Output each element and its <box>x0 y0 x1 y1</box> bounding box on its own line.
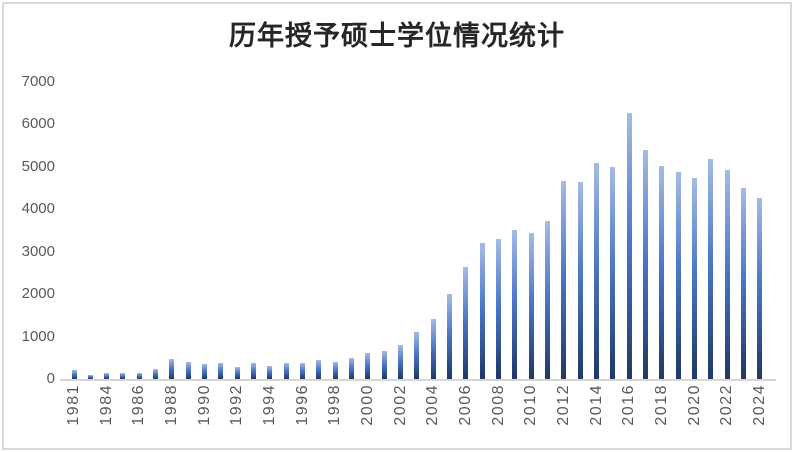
x-axis-line <box>60 379 776 381</box>
bar-2004 <box>431 319 436 379</box>
x-tick-label: 2016 <box>620 384 637 426</box>
bar-2009 <box>512 230 517 379</box>
bar-2003 <box>414 332 419 379</box>
bar-2019 <box>676 172 681 379</box>
bar-2010 <box>529 233 534 379</box>
bar-1983 <box>88 375 93 379</box>
bar-2024 <box>757 198 762 379</box>
x-tick-label: 1984 <box>98 384 115 426</box>
bar-1989 <box>186 362 191 379</box>
bar-2017 <box>643 150 648 379</box>
bar-1981 <box>72 370 77 379</box>
bar-2014 <box>594 163 599 379</box>
bar-2007 <box>480 243 485 379</box>
bar-2013 <box>578 182 583 379</box>
x-tick-label: 2014 <box>588 384 605 426</box>
x-tick-label: 1986 <box>130 384 147 426</box>
x-tick-label: 2010 <box>522 384 539 426</box>
x-tick-label: 1992 <box>228 384 245 426</box>
bar-1993 <box>251 363 256 379</box>
bar-2008 <box>496 239 501 379</box>
bar-1990 <box>202 364 207 379</box>
chart-title: 历年授予硕士学位情况统计 <box>229 21 565 52</box>
bar-2011 <box>545 221 550 379</box>
bar-2023 <box>741 188 746 379</box>
bar-1992 <box>235 367 240 379</box>
x-tick-label: 1990 <box>196 384 213 426</box>
y-tick-label: 4000 <box>21 200 55 218</box>
bar-2018 <box>659 166 664 379</box>
x-tick-label: 2022 <box>718 384 735 426</box>
bar-1999 <box>349 358 354 379</box>
x-tick-label: 2000 <box>359 384 376 426</box>
bar-1988 <box>169 359 174 379</box>
bar-2020 <box>692 178 697 379</box>
x-tick-label: 1988 <box>163 384 180 426</box>
x-tick-label: 2006 <box>457 384 474 426</box>
bar-1986 <box>137 373 142 379</box>
x-tick-label: 2012 <box>555 384 572 426</box>
bar-2015 <box>610 167 615 379</box>
bar-1995 <box>284 363 289 379</box>
x-tick-label: 1981 <box>65 384 82 426</box>
bar-2016 <box>627 113 632 379</box>
bar-2012 <box>561 181 566 379</box>
bar-2021 <box>708 159 713 379</box>
y-tick-label: 6000 <box>21 115 55 133</box>
y-tick-label: 2000 <box>21 285 55 303</box>
bar-1991 <box>218 363 223 379</box>
bar-2006 <box>463 267 468 379</box>
x-tick-label: 2018 <box>653 384 670 426</box>
bar-2001 <box>382 351 387 379</box>
bar-2000 <box>365 353 370 379</box>
bar-2022 <box>725 170 730 379</box>
x-tick-label: 1994 <box>261 384 278 426</box>
bar-1996 <box>300 363 305 379</box>
bar-1984 <box>104 373 109 379</box>
y-tick-label: 7000 <box>21 73 55 90</box>
y-tick-label: 0 <box>46 370 55 387</box>
bar-2005 <box>447 294 452 379</box>
bar-1994 <box>267 366 272 379</box>
x-tick-label: 2002 <box>392 384 409 426</box>
x-tick-label: 2024 <box>751 384 768 426</box>
bar-1985 <box>120 373 125 379</box>
bar-1998 <box>333 362 338 379</box>
y-tick-label: 5000 <box>21 157 55 175</box>
y-tick-label: 1000 <box>21 327 55 345</box>
x-tick-label: 1998 <box>326 384 343 426</box>
bar-1987 <box>153 369 158 379</box>
y-tick-label: 3000 <box>21 242 55 260</box>
x-tick-label: 1996 <box>294 384 311 426</box>
x-tick-label: 2020 <box>686 384 703 426</box>
x-tick-label: 2004 <box>424 384 441 426</box>
x-tick-label: 2008 <box>490 384 507 426</box>
bar-2002 <box>398 345 403 379</box>
bar-1997 <box>316 360 321 379</box>
